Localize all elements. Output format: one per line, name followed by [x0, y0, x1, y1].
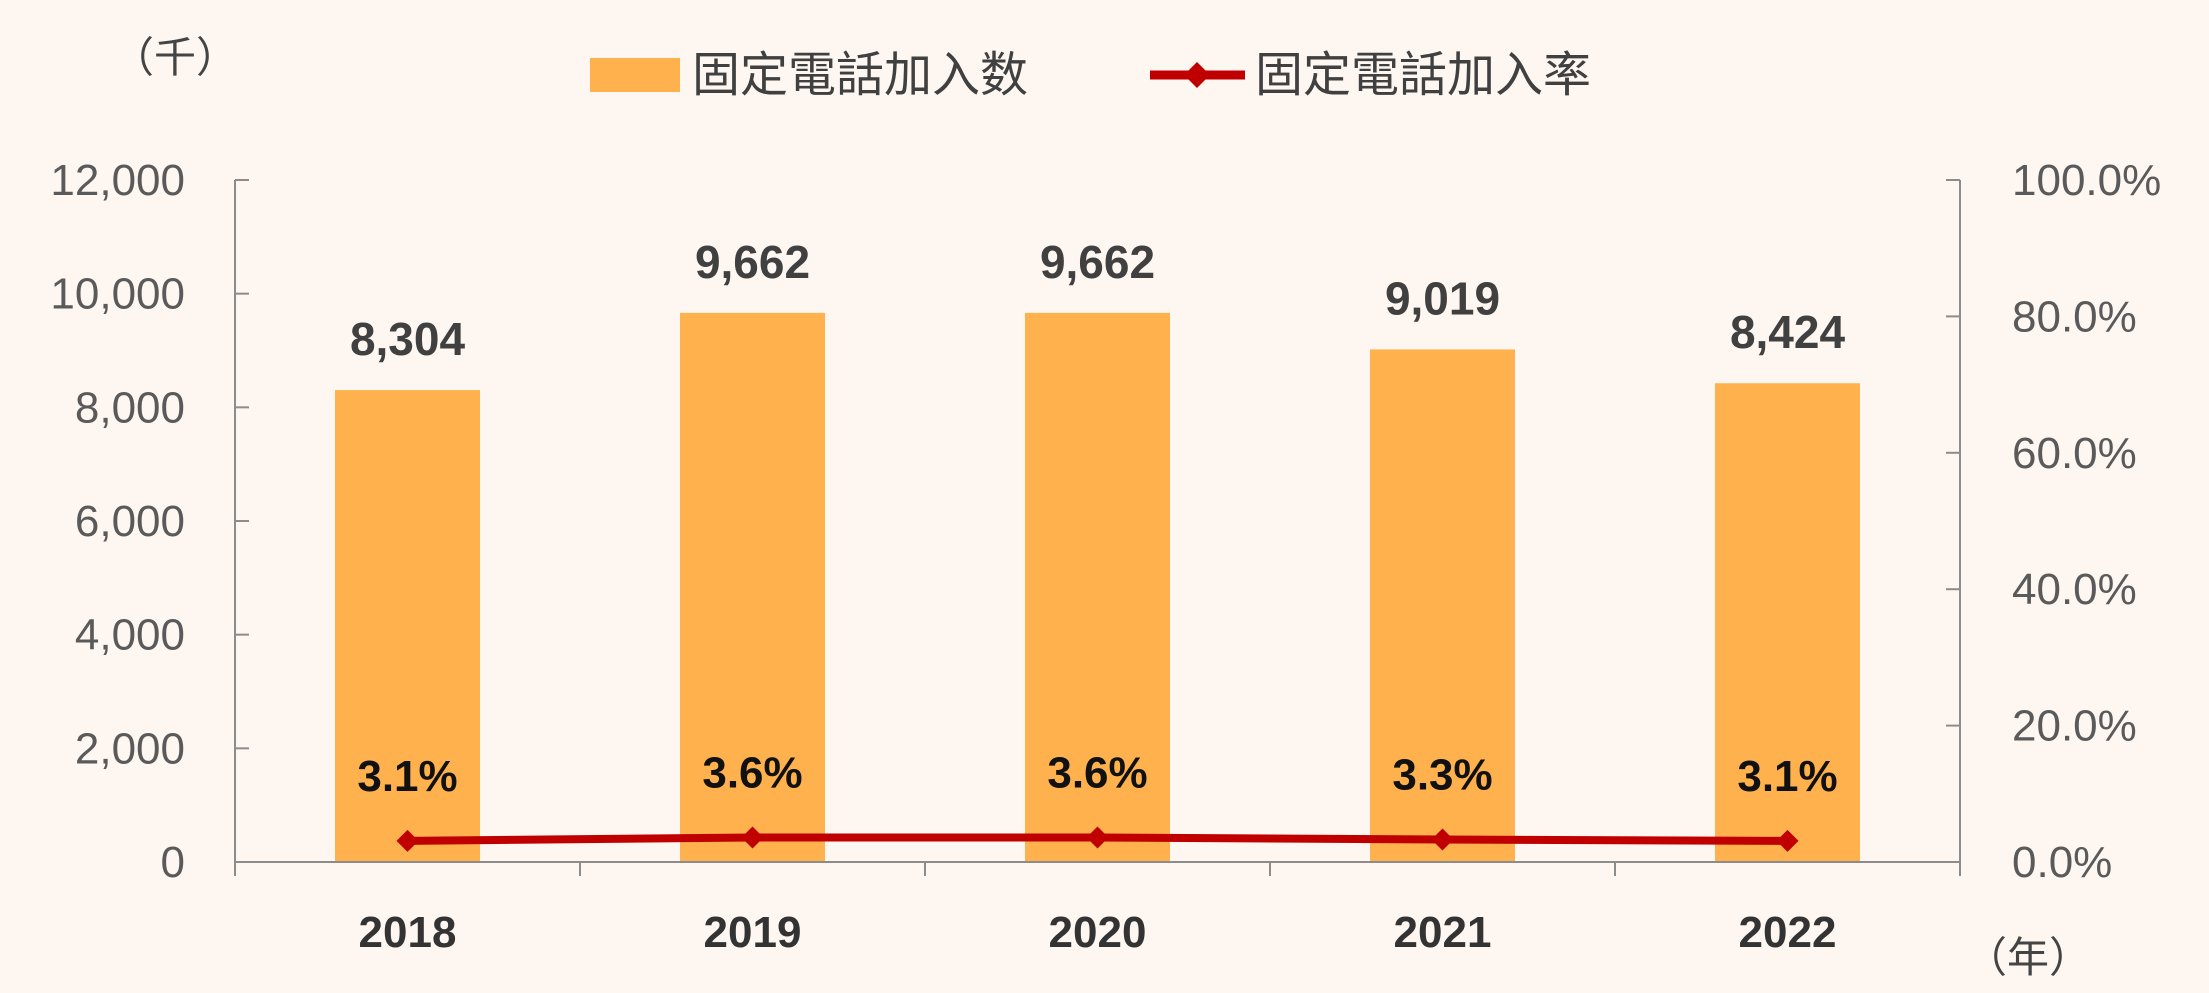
left-axis-tick-label: 4,000	[75, 611, 185, 660]
right-axis-tick-label: 80.0%	[2012, 292, 2137, 341]
bar-series	[335, 312, 1860, 862]
legend-label-bar: 固定電話加入数	[692, 47, 1028, 103]
bar	[1370, 349, 1515, 862]
axes: 0 2,000 4,000 6,000 8,000 10,000 12,000 0.0% 20.…	[50, 156, 2161, 957]
bar	[1715, 383, 1860, 862]
bar-value-label: 9,662	[695, 236, 810, 288]
left-axis-tick-label: 0	[161, 838, 185, 887]
category-label: 2019	[704, 908, 802, 957]
right-axis-tick-label: 20.0%	[2012, 702, 2137, 751]
bar-value-label: 9,019	[1385, 272, 1500, 324]
rate-marker	[1431, 828, 1454, 851]
right-axis-tick-label: 40.0%	[2012, 565, 2137, 614]
bar-value-label: 9,662	[1040, 236, 1155, 288]
right-axis-tick-label: 100.0%	[2012, 156, 2161, 205]
left-axis-tick-label: 8,000	[75, 383, 185, 432]
category-label: 2020	[1049, 908, 1147, 957]
category-label: 2022	[1739, 908, 1837, 957]
rate-value-label: 3.6%	[702, 748, 802, 797]
category-label: 2021	[1394, 908, 1492, 957]
left-axis-unit: （千）	[112, 33, 238, 82]
bar-value-label: 8,304	[350, 313, 466, 365]
rate-series	[396, 826, 1799, 852]
rate-marker	[1086, 826, 1109, 849]
bar	[1025, 312, 1170, 862]
bar	[335, 390, 480, 862]
bar	[680, 312, 825, 862]
left-axis-tick-label: 6,000	[75, 497, 185, 546]
rate-marker	[396, 829, 419, 852]
rate-marker	[741, 826, 764, 849]
left-axis-tick-label: 2,000	[75, 724, 185, 773]
legend-swatch-bar	[590, 58, 680, 92]
left-axis-tick-label: 10,000	[50, 270, 185, 319]
rate-marker	[1776, 829, 1799, 852]
legend-label-line: 固定電話加入率	[1255, 47, 1591, 103]
rate-value-label: 3.3%	[1392, 750, 1492, 799]
category-label: 2018	[359, 908, 457, 957]
rate-value-label: 3.6%	[1047, 748, 1147, 797]
bar-value-label: 8,424	[1730, 306, 1846, 358]
rate-value-label: 3.1%	[1737, 752, 1837, 801]
rate-value-label: 3.1%	[357, 752, 457, 801]
x-axis-unit: （年）	[1965, 933, 2091, 982]
data-labels: 8,304 9,662 9,662 9,019 8,424 3.1% 3.6% 3.6% 3.3…	[350, 236, 1846, 801]
left-axis-tick-label: 12,000	[50, 156, 185, 205]
right-axis-tick-label: 0.0%	[2012, 838, 2112, 887]
legend: 固定電話加入数 固定電話加入率	[590, 47, 1591, 103]
legend-swatch-marker	[1184, 62, 1210, 88]
right-axis-tick-label: 60.0%	[2012, 429, 2137, 478]
